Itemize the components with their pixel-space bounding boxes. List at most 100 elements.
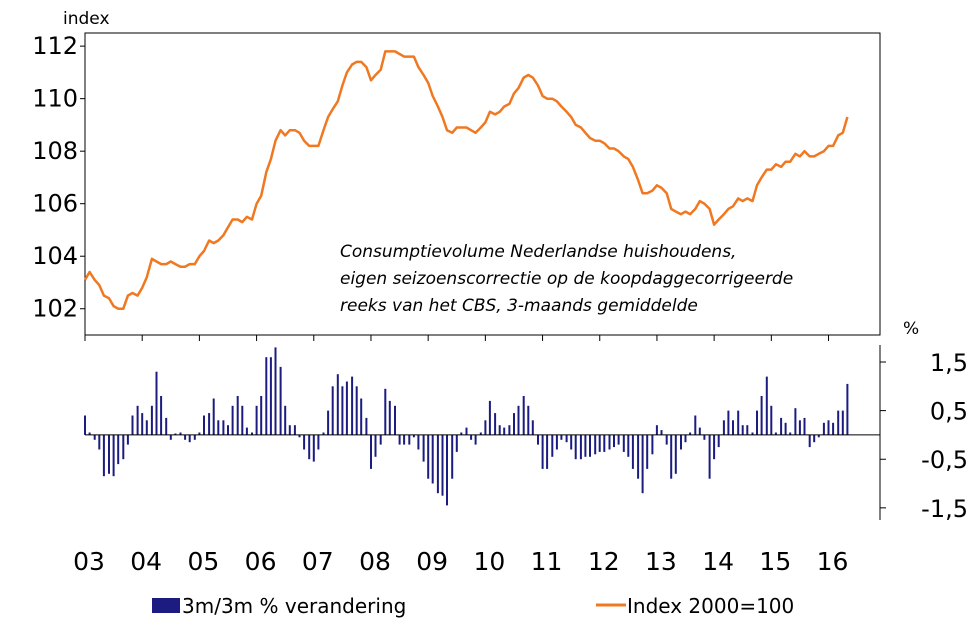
x-year-label: 08 — [359, 547, 391, 576]
change-bar — [203, 415, 205, 435]
change-bar — [565, 434, 568, 443]
change-bar — [670, 434, 673, 479]
change-bar — [145, 420, 148, 435]
change-bar — [680, 434, 682, 450]
change-bar — [837, 410, 840, 435]
change-bar — [751, 432, 754, 435]
change-bar — [498, 425, 501, 435]
x-year-label: 10 — [473, 547, 505, 576]
change-bar — [637, 434, 640, 479]
bottom-y-tick-label: 1,5 — [930, 349, 968, 377]
change-bar — [245, 427, 248, 435]
change-bar — [798, 420, 801, 435]
change-bar — [174, 433, 177, 435]
change-bar — [136, 405, 139, 435]
change-bar — [88, 432, 91, 435]
change-bar — [241, 405, 244, 435]
change-bar — [617, 434, 620, 445]
change-bar-series — [84, 347, 849, 506]
change-bar — [288, 425, 291, 435]
change-bar — [774, 432, 777, 435]
change-bar — [684, 434, 687, 443]
change-bar — [765, 376, 768, 435]
change-bar — [722, 420, 725, 435]
change-bar — [603, 434, 606, 452]
change-bar — [274, 347, 277, 435]
change-bar — [646, 434, 649, 469]
change-bar — [717, 434, 720, 448]
x-year-label: 06 — [245, 547, 277, 576]
change-bar — [117, 434, 120, 465]
change-bar — [298, 434, 301, 438]
legend-bar-swatch — [152, 598, 180, 613]
change-bar — [737, 410, 740, 435]
change-bar — [517, 405, 520, 435]
change-bar — [265, 357, 268, 435]
change-bar — [108, 434, 110, 474]
change-bar — [655, 425, 658, 435]
change-bar — [631, 434, 634, 469]
change-bar — [308, 434, 311, 460]
legend-bar-label: 3m/3m % verandering — [182, 594, 406, 618]
change-bar — [269, 357, 272, 435]
x-year-label: 14 — [702, 547, 734, 576]
change-bar — [379, 434, 382, 445]
change-bar — [141, 413, 144, 435]
top-x-tick-marks — [84, 335, 830, 341]
change-bar — [608, 434, 611, 450]
top-y-unit-label: index — [63, 9, 110, 29]
change-bar — [217, 420, 220, 435]
change-bar — [331, 386, 334, 435]
x-year-label: 13 — [645, 547, 677, 576]
bottom-y-tick-label: 0,5 — [930, 398, 968, 426]
top-y-tick-labels: 112 110 108 106 104 102 — [32, 32, 85, 323]
change-bar — [446, 434, 448, 506]
index-line-series — [83, 50, 849, 310]
change-bar — [708, 434, 711, 479]
bottom-y-unit-label: % — [903, 319, 919, 339]
change-bar — [780, 417, 783, 435]
change-bar — [746, 425, 749, 435]
change-bar — [408, 434, 411, 445]
change-bar — [260, 396, 263, 435]
change-bar — [470, 434, 473, 440]
change-bar — [770, 405, 773, 435]
x-year-label: 05 — [187, 547, 219, 576]
change-bar — [713, 434, 716, 460]
change-bar — [817, 434, 820, 438]
change-bar — [760, 396, 763, 435]
change-bar — [570, 434, 573, 450]
change-bar — [531, 420, 534, 435]
change-bar — [365, 417, 368, 435]
change-bar — [355, 386, 358, 435]
legend: 3m/3m % verandering Index 2000=100 — [152, 594, 794, 618]
change-bar — [627, 434, 630, 457]
x-year-label: 12 — [588, 547, 620, 576]
change-bar — [622, 434, 625, 452]
change-bar — [284, 405, 287, 435]
change-bar — [93, 434, 96, 440]
change-bar — [436, 434, 439, 494]
annotation-line-2: eigen seizoenscorrectie op de koopdaggec… — [340, 269, 793, 289]
change-bar — [665, 434, 668, 445]
top-y-tick-label: 112 — [32, 32, 78, 60]
index-line — [83, 50, 849, 310]
change-bar — [293, 425, 296, 435]
change-bar — [227, 425, 229, 435]
change-bar — [541, 434, 544, 469]
bottom-panel: 1,5 0,5 -0,5 -1,5 % — [84, 319, 968, 523]
change-bar — [732, 420, 734, 435]
x-year-label: 07 — [302, 547, 334, 576]
change-bar — [222, 420, 225, 435]
change-bar — [251, 432, 253, 435]
change-bar — [231, 405, 234, 435]
change-bar — [341, 386, 344, 435]
change-bar — [689, 432, 692, 435]
change-bar — [660, 430, 663, 435]
change-bar — [374, 434, 377, 457]
change-bar — [508, 425, 511, 435]
bottom-y-tick-labels: 1,5 0,5 -0,5 -1,5 — [880, 349, 968, 523]
change-bar — [370, 434, 372, 469]
change-bar — [641, 434, 644, 494]
